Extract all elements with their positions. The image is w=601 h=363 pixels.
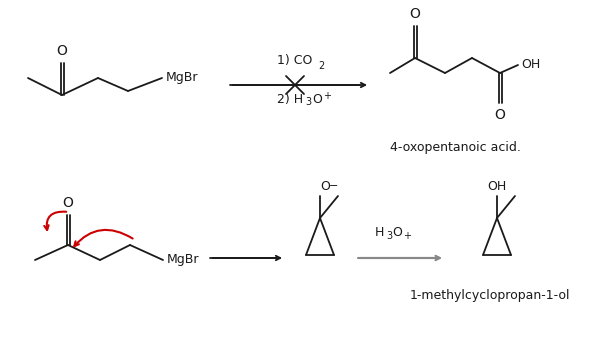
Text: O: O bbox=[56, 44, 67, 58]
Text: O: O bbox=[409, 7, 421, 21]
Text: 4-oxopentanoic acid.: 4-oxopentanoic acid. bbox=[389, 142, 520, 155]
Text: −: − bbox=[329, 181, 338, 191]
Text: MgBr: MgBr bbox=[167, 253, 200, 266]
Text: 2) H: 2) H bbox=[277, 93, 303, 106]
Text: 2: 2 bbox=[318, 61, 325, 71]
Text: O: O bbox=[320, 180, 330, 193]
Text: O: O bbox=[392, 227, 402, 240]
Text: H: H bbox=[375, 227, 385, 240]
Text: 3: 3 bbox=[305, 97, 311, 107]
Text: O: O bbox=[312, 93, 322, 106]
Text: 1-methylcyclopropan-1-ol: 1-methylcyclopropan-1-ol bbox=[410, 289, 570, 302]
Text: O: O bbox=[63, 196, 73, 210]
Text: +: + bbox=[403, 231, 411, 241]
Text: O: O bbox=[495, 108, 505, 122]
Text: OH: OH bbox=[487, 180, 507, 193]
Text: MgBr: MgBr bbox=[166, 72, 198, 85]
Text: OH: OH bbox=[521, 58, 540, 72]
Text: +: + bbox=[323, 91, 331, 101]
Text: 1) CO: 1) CO bbox=[277, 54, 313, 67]
Text: 3: 3 bbox=[386, 231, 392, 241]
